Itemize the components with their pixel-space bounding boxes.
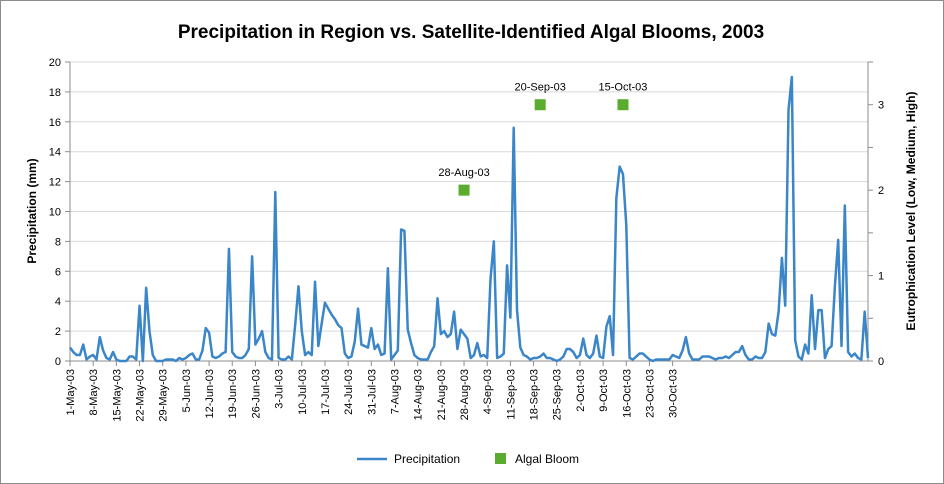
y2-axis-title: Eutrophication Level (Low, Medium, High) xyxy=(904,92,918,331)
precipitation-line xyxy=(68,75,870,363)
legend-algal-bloom-label: Algal Bloom xyxy=(515,452,579,466)
series-group xyxy=(68,75,870,363)
y2-tick-label: 2 xyxy=(878,185,884,197)
y-tick-label: 0 xyxy=(55,356,61,368)
x-tick-label: 14-Aug-03 xyxy=(413,369,425,420)
y-tick-label: 12 xyxy=(49,177,61,189)
x-tick-label: 8-May-03 xyxy=(88,369,100,415)
y-axis-title: Precipitation (mm) xyxy=(25,158,39,263)
x-tick-label: 30-Oct-03 xyxy=(668,369,680,418)
x-tick-label: 29-May-03 xyxy=(158,369,170,422)
y2-tick-label: 1 xyxy=(878,271,884,283)
x-axis-ticks: 1-May-03 8-May-03 15-May-03 22-May-03 29-May… xyxy=(65,361,680,422)
algal-bloom-label: 20-Sep-03 xyxy=(515,82,566,94)
x-tick-label: 7-Aug-03 xyxy=(389,369,401,414)
bloom-points: 28-Aug-03 20-Sep-03 15-Oct-03 xyxy=(438,82,647,196)
gridlines xyxy=(70,61,868,362)
x-tick-label: 15-May-03 xyxy=(111,369,123,422)
x-tick-label: 24-Jul-03 xyxy=(343,369,355,415)
legend-precipitation-label: Precipitation xyxy=(394,452,460,466)
x-tick-label: 26-Jun-03 xyxy=(250,369,262,419)
x-tick-label: 10-Jul-03 xyxy=(297,369,309,415)
x-tick-label: 3-Jul-03 xyxy=(274,369,286,409)
y-tick-label: 20 xyxy=(49,57,61,69)
legend-algal-bloom-swatch xyxy=(495,453,506,464)
x-tick-label: 25-Sep-03 xyxy=(552,369,564,420)
x-tick-label: 19-Jun-03 xyxy=(227,369,239,419)
algal-bloom-point xyxy=(534,99,546,111)
x-tick-label: 18-Sep-03 xyxy=(529,369,541,420)
x-tick-label: 28-Aug-03 xyxy=(459,369,471,420)
algal-bloom-point xyxy=(617,99,629,111)
y-tick-label: 2 xyxy=(55,326,61,338)
algal-bloom-point xyxy=(458,184,470,196)
y-tick-label: 4 xyxy=(55,296,61,308)
x-tick-label: 5-Jun-03 xyxy=(181,369,193,412)
x-tick-label: 2-Oct-03 xyxy=(575,369,587,412)
y-tick-label: 16 xyxy=(49,117,61,129)
y-tick-label: 8 xyxy=(55,236,61,248)
x-tick-label: 16-Oct-03 xyxy=(621,369,633,418)
x-tick-label: 21-Aug-03 xyxy=(436,369,448,420)
x-tick-label: 1-May-03 xyxy=(65,369,77,415)
algal-bloom-label: 28-Aug-03 xyxy=(438,167,489,179)
y2-tick-label: 3 xyxy=(878,100,884,112)
y2-axis-ticks: 0 1 2 3 xyxy=(868,61,884,368)
y2-tick-label: 0 xyxy=(878,356,884,368)
y-tick-label: 18 xyxy=(49,87,61,99)
algal-bloom-label: 15-Oct-03 xyxy=(599,82,648,94)
x-tick-label: 23-Oct-03 xyxy=(644,369,656,418)
y-tick-label: 10 xyxy=(49,207,61,219)
y-tick-label: 14 xyxy=(49,147,61,159)
y-tick-label: 6 xyxy=(55,266,61,278)
x-tick-label: 4-Sep-03 xyxy=(482,369,494,414)
x-tick-label: 9-Oct-03 xyxy=(598,369,610,412)
x-tick-label: 11-Sep-03 xyxy=(505,369,517,420)
x-tick-label: 12-Jun-03 xyxy=(204,369,216,419)
x-tick-label: 22-May-03 xyxy=(135,369,147,422)
legend: Precipitation Algal Bloom xyxy=(357,452,579,466)
x-tick-label: 17-Jul-03 xyxy=(320,369,332,415)
x-tick-label: 31-Jul-03 xyxy=(366,369,378,415)
chart-title: Precipitation in Region vs. Satellite-Id… xyxy=(178,22,764,43)
y-axis-ticks: 0 2 4 6 8 10 12 14 16 18 20 xyxy=(49,57,70,368)
